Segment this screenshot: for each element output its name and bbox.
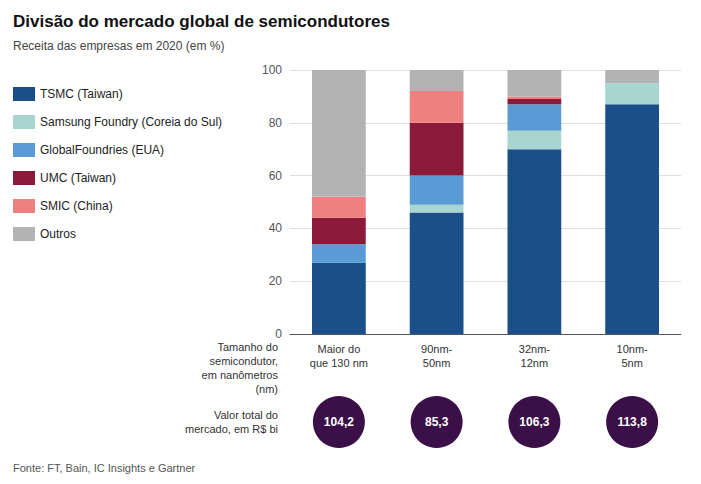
svg-text:Tamanho do: Tamanho do <box>217 341 278 353</box>
svg-text:32nm-: 32nm- <box>519 343 551 355</box>
svg-text:semicondutor,: semicondutor, <box>210 355 278 367</box>
svg-text:104,2: 104,2 <box>324 415 354 429</box>
svg-text:em nanômetros: em nanômetros <box>202 369 279 381</box>
svg-text:85,3: 85,3 <box>425 415 449 429</box>
svg-text:Maior do: Maior do <box>317 343 360 355</box>
svg-text:GlobalFoundries (EUA): GlobalFoundries (EUA) <box>40 143 164 157</box>
svg-text:TSMC (Taiwan): TSMC (Taiwan) <box>40 87 123 101</box>
svg-text:106,3: 106,3 <box>519 415 549 429</box>
svg-text:Samsung Foundry (Coreia do Sul: Samsung Foundry (Coreia do Sul) <box>40 115 222 129</box>
svg-text:(nm): (nm) <box>255 383 278 395</box>
svg-text:0: 0 <box>275 327 282 341</box>
svg-text:mercado, em R$ bi: mercado, em R$ bi <box>185 423 278 435</box>
svg-text:Divisão do mercado global de s: Divisão do mercado global de semiconduto… <box>13 12 390 31</box>
svg-text:40: 40 <box>269 221 283 235</box>
svg-text:que 130 nm: que 130 nm <box>310 357 368 369</box>
svg-text:50nm: 50nm <box>423 357 451 369</box>
svg-text:UMC (Taiwan): UMC (Taiwan) <box>40 171 116 185</box>
svg-text:80: 80 <box>269 116 283 130</box>
svg-text:Fonte: FT, Bain, IC Insights e: Fonte: FT, Bain, IC Insights e Gartner <box>13 462 196 474</box>
svg-text:5nm: 5nm <box>621 357 642 369</box>
svg-text:Valor total do: Valor total do <box>214 409 278 421</box>
svg-text:60: 60 <box>269 169 283 183</box>
svg-text:113,8: 113,8 <box>617 415 647 429</box>
svg-text:SMIC (China): SMIC (China) <box>40 199 113 213</box>
svg-text:10nm-: 10nm- <box>617 343 649 355</box>
svg-text:Receita das empresas em 2020 (: Receita das empresas em 2020 (em %) <box>13 39 224 53</box>
svg-text:20: 20 <box>269 274 283 288</box>
svg-text:12nm: 12nm <box>521 357 549 369</box>
svg-text:100: 100 <box>262 63 282 77</box>
svg-text:Outros: Outros <box>40 227 76 241</box>
svg-text:90nm-: 90nm- <box>421 343 453 355</box>
